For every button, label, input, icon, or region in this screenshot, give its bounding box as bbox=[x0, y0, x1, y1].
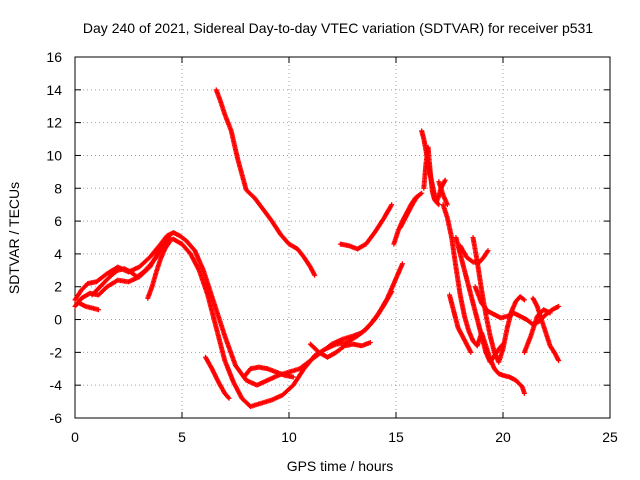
data-point bbox=[166, 239, 172, 245]
series-arc-h bbox=[241, 364, 296, 380]
data-point bbox=[521, 297, 527, 303]
data-point bbox=[444, 202, 450, 208]
series-arc-l bbox=[397, 190, 425, 231]
y-axis-label: SDTVAR / TECUs bbox=[6, 182, 22, 294]
series-arc-g bbox=[203, 354, 232, 401]
data-point bbox=[521, 390, 527, 396]
series-arc-n bbox=[421, 144, 442, 208]
data-point bbox=[389, 289, 395, 295]
x-tick-label: 10 bbox=[281, 429, 297, 445]
series-arc-q bbox=[457, 243, 491, 265]
y-tick-label: -2 bbox=[50, 344, 63, 360]
y-tick-label: 0 bbox=[54, 312, 62, 328]
series-arc-r bbox=[470, 235, 527, 365]
y-tick-label: 8 bbox=[54, 180, 62, 196]
data-point bbox=[399, 261, 405, 267]
x-axis-ticks: 0 5 10 15 20 25 bbox=[71, 57, 618, 445]
chart-title: Day 240 of 2021, Sidereal Day-to-day VTE… bbox=[83, 20, 593, 36]
data-point bbox=[435, 201, 441, 207]
data-point bbox=[556, 303, 562, 309]
y-axis-ticks: -6 -4 -2 0 2 4 6 8 10 12 14 16 bbox=[46, 49, 610, 426]
x-tick-label: 25 bbox=[602, 429, 618, 445]
data-point bbox=[312, 272, 318, 278]
data-series bbox=[72, 87, 562, 410]
data-point bbox=[556, 358, 562, 364]
data-point bbox=[226, 395, 232, 401]
series-arc-i bbox=[337, 202, 395, 252]
y-tick-label: 2 bbox=[54, 279, 62, 295]
x-tick-label: 0 bbox=[71, 429, 79, 445]
data-point bbox=[225, 394, 231, 400]
series-arc-f bbox=[213, 87, 318, 278]
series-arc-c bbox=[89, 233, 172, 298]
series-arc-v bbox=[447, 292, 474, 355]
series-arc-b bbox=[72, 236, 395, 410]
y-tick-label: 16 bbox=[46, 49, 62, 65]
x-tick-label: 20 bbox=[495, 429, 511, 445]
series-arc-u bbox=[530, 295, 562, 364]
data-point bbox=[96, 307, 102, 313]
data-point bbox=[468, 349, 474, 355]
y-tick-label: 12 bbox=[46, 115, 62, 131]
data-point bbox=[547, 310, 553, 316]
series-arc-t bbox=[521, 307, 553, 355]
x-tick-label: 15 bbox=[388, 429, 404, 445]
data-point bbox=[166, 233, 172, 239]
data-point bbox=[485, 248, 491, 254]
y-tick-label: 4 bbox=[54, 246, 62, 262]
x-axis-label: GPS time / hours bbox=[287, 458, 394, 474]
data-point bbox=[419, 190, 425, 196]
data-point bbox=[290, 374, 296, 380]
grid-lines bbox=[75, 57, 610, 418]
data-point bbox=[436, 202, 442, 208]
y-tick-label: -6 bbox=[50, 410, 63, 426]
y-tick-label: -4 bbox=[50, 377, 63, 393]
y-tick-label: 6 bbox=[54, 213, 62, 229]
data-point bbox=[389, 202, 395, 208]
series-arc-d bbox=[145, 239, 172, 301]
series-arc-w bbox=[436, 179, 450, 208]
y-tick-label: 14 bbox=[46, 82, 62, 98]
data-point bbox=[442, 177, 448, 183]
x-tick-label: 5 bbox=[178, 429, 186, 445]
series-arc-j bbox=[307, 340, 373, 360]
plot-frame bbox=[74, 56, 611, 419]
series-arc-e bbox=[76, 300, 102, 313]
y-tick-label: 10 bbox=[46, 147, 62, 163]
data-point bbox=[367, 340, 373, 346]
